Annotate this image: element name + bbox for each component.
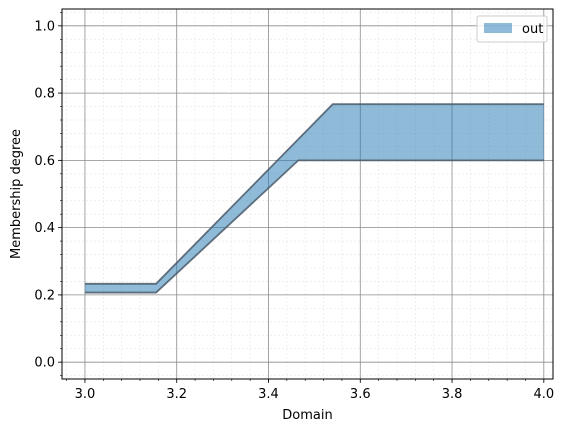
- ticks-layer: 3.0 3.2 3.4 3.6 3.8 4.0 0.0 0.2 0.4 0.6 0.8 1.0: [34, 12, 554, 402]
- series-layer: [84, 103, 544, 294]
- series-upper-line-out: [84, 103, 544, 285]
- legend-label-out: out: [522, 22, 543, 37]
- legend-swatch-out: [484, 23, 512, 33]
- x-tick-label: 3.2: [166, 387, 187, 402]
- x-tick-label: 4.0: [533, 387, 554, 402]
- y-tick-label: 0.0: [34, 356, 55, 371]
- y-axis-label: Membership degree: [9, 129, 24, 259]
- x-axis-label: Domain: [282, 408, 332, 423]
- y-tick-label: 0.2: [34, 288, 55, 303]
- x-tick-label: 3.6: [350, 387, 371, 402]
- legend: out: [476, 15, 548, 43]
- x-tick-label: 3.8: [442, 387, 463, 402]
- series-lower-line-out: [84, 159, 544, 294]
- y-tick-label: 0.6: [34, 154, 55, 169]
- plot-frame: [61, 8, 554, 380]
- series-band-out: [84, 104, 544, 293]
- x-tick-label: 3.0: [75, 387, 96, 402]
- y-tick-label: 0.4: [34, 221, 55, 236]
- y-tick-label: 1.0: [34, 19, 55, 34]
- x-tick-label: 3.4: [258, 387, 279, 402]
- y-tick-label: 0.8: [34, 87, 55, 102]
